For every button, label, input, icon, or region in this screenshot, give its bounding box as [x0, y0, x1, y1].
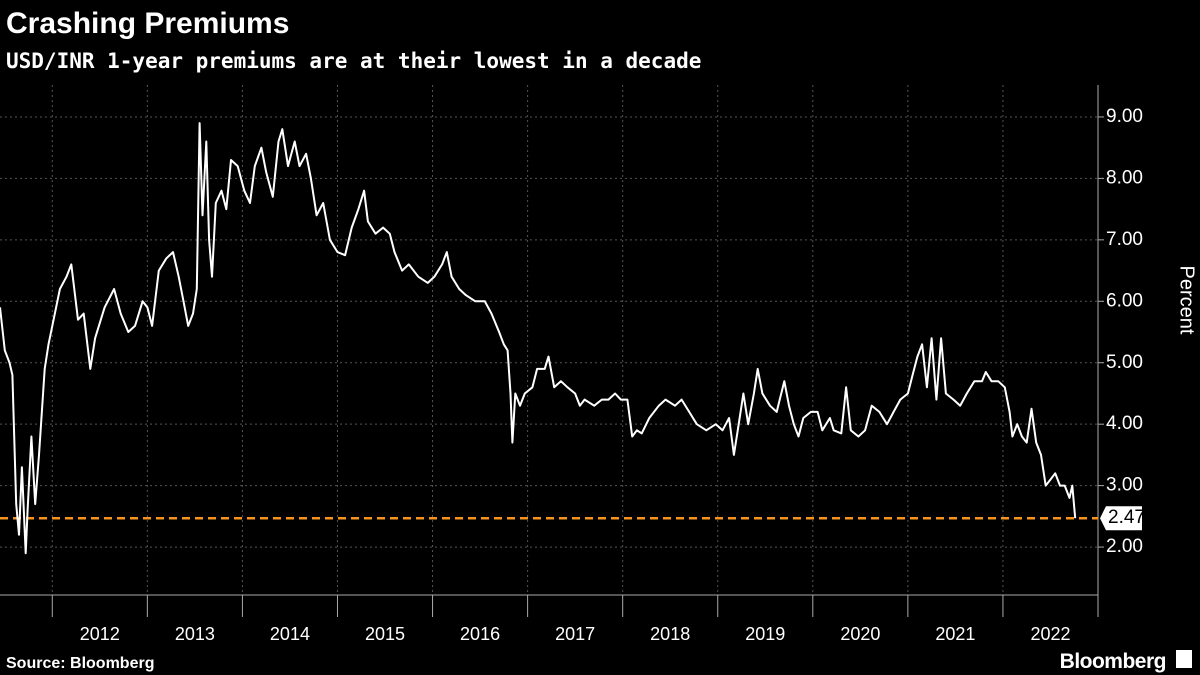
brand-icon — [1176, 650, 1192, 668]
source: Source: Bloomberg — [6, 655, 154, 672]
x-tick-label: 2019 — [745, 624, 785, 644]
x-tick-label: 2015 — [365, 624, 405, 644]
x-tick-label: 2013 — [175, 624, 215, 644]
y-tick-label: 7.00 — [1106, 229, 1143, 250]
y-tick-label: 5.00 — [1106, 352, 1143, 373]
x-tick-label: 2016 — [460, 624, 500, 644]
chart-title: Crashing Premiums — [6, 7, 289, 40]
y-tick-label: 4.00 — [1106, 413, 1143, 434]
y-tick-label: 8.00 — [1106, 167, 1143, 188]
y-tick-label: 6.00 — [1106, 290, 1143, 311]
chart-subtitle: USD/INR 1-year premiums are at their low… — [6, 49, 701, 73]
brand: Bloomberg — [1060, 650, 1166, 673]
y-axis-label: Percent — [1176, 266, 1198, 335]
y-tick-label: 9.00 — [1106, 106, 1143, 127]
x-tick-label: 2014 — [270, 624, 310, 644]
reference-label-box — [1100, 506, 1142, 531]
y-tick-label: 3.00 — [1106, 475, 1143, 496]
x-tick-label: 2018 — [650, 624, 690, 644]
reference-label: 2.47 — [1108, 507, 1145, 528]
x-tick-label: 2022 — [1030, 624, 1070, 644]
y-tick-label: 2.00 — [1106, 536, 1143, 557]
x-tick-label: 2021 — [935, 624, 975, 644]
x-tick-label: 2020 — [840, 624, 880, 644]
line — [0, 122, 1077, 555]
x-tick-label: 2017 — [555, 624, 595, 644]
x-tick-label: 2012 — [80, 624, 120, 644]
